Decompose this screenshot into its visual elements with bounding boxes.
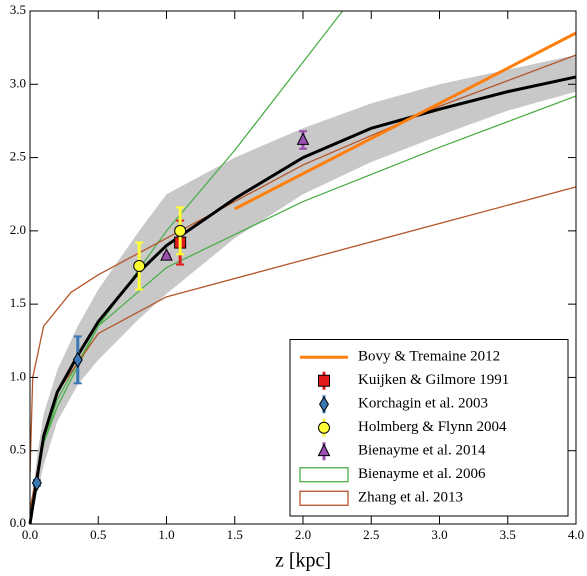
y-tick-label: 1.5 <box>10 295 26 310</box>
y-tick-label: 0.0 <box>10 515 26 530</box>
marker <box>318 421 330 434</box>
legend-swatch <box>299 490 349 506</box>
marker <box>174 224 187 237</box>
legend-label: Kuijken & Gilmore 1991 <box>358 372 509 388</box>
best-fit-curve <box>28 75 577 525</box>
legend-label: Bienayme et al. 2006 <box>358 466 486 482</box>
y-tick-label: 1.0 <box>10 368 26 383</box>
marker <box>318 374 330 387</box>
legend-label: Bovy & Tremaine 2012 <box>358 349 500 365</box>
y-tick-label: 0.5 <box>10 442 26 457</box>
y-tick-label: 2.5 <box>10 149 26 164</box>
x-axis-label: z [kpc] <box>275 550 331 572</box>
line <box>234 31 577 211</box>
marker <box>296 132 310 145</box>
model-curve <box>29 95 577 510</box>
x-tick-label: 2.0 <box>295 527 311 542</box>
legend-label: Zhang et al. 2013 <box>358 490 463 506</box>
marker <box>160 248 173 261</box>
y-tick-label: 3.0 <box>10 75 26 90</box>
x-tick-label: 3.0 <box>431 527 447 542</box>
x-tick-label: 0.0 <box>22 527 38 542</box>
marker <box>31 474 42 492</box>
marker <box>317 443 331 457</box>
x-tick-label: 1.5 <box>227 527 243 542</box>
marker <box>72 351 83 368</box>
legend-label: Korchagin et al. 2003 <box>358 396 488 412</box>
x-tick-label: 4.0 <box>568 527 584 542</box>
marker <box>133 260 146 273</box>
x-tick-label: 3.5 <box>500 527 516 542</box>
x-tick-label: 1.0 <box>158 527 174 542</box>
legend-label: Holmberg & Flynn 2004 <box>358 419 507 435</box>
y-tick-label: 2.0 <box>10 222 26 237</box>
y-tick-label: 3.5 <box>10 2 26 17</box>
legend-swatch <box>299 467 349 483</box>
legend-box <box>289 339 569 517</box>
legend-label: Bienayme et al. 2014 <box>358 443 486 459</box>
x-tick-label: 2.5 <box>363 527 379 542</box>
marker <box>319 396 329 413</box>
x-tick-label: 0.5 <box>90 527 106 542</box>
